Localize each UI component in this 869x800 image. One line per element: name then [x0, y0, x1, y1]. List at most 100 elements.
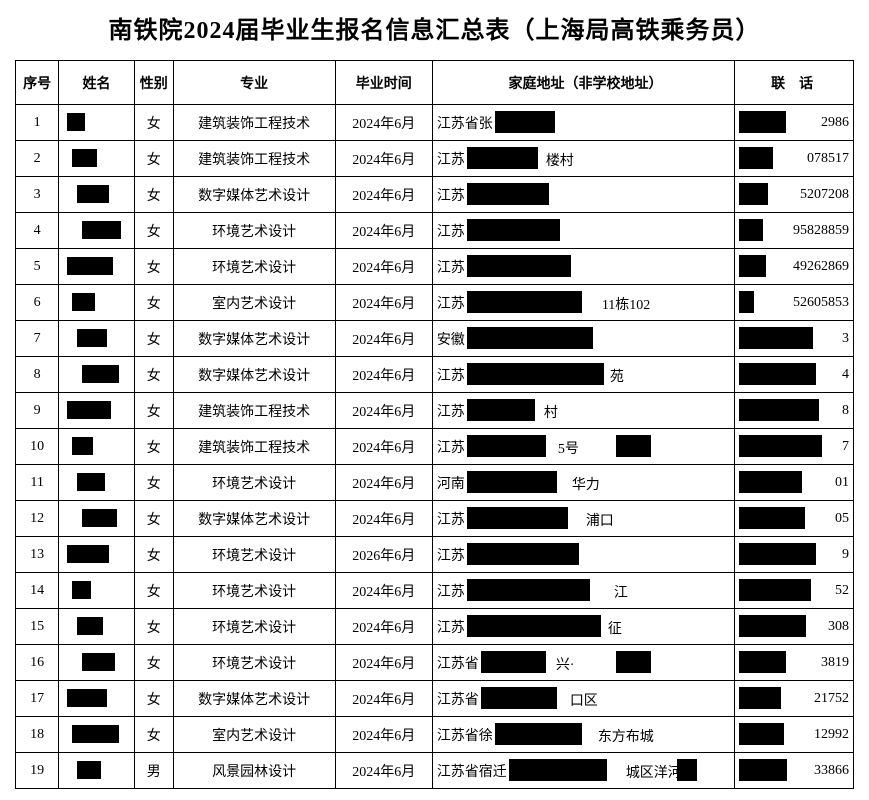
cell-phone: 21752: [735, 681, 854, 717]
cell-name: [59, 105, 135, 141]
cell-gender: 女: [134, 681, 173, 717]
phone-suffix: 05: [835, 511, 849, 526]
redaction-block: [67, 113, 85, 131]
cell-gradtime: 2024年6月: [335, 357, 432, 393]
redaction-block: [467, 579, 590, 601]
phone-suffix: 49262869: [793, 259, 849, 274]
cell-phone: 3: [735, 321, 854, 357]
cell-address: 江苏5号: [432, 429, 734, 465]
phone-suffix: 3819: [821, 655, 849, 670]
table-row: 4女环境艺术设计2024年6月江苏95828859: [16, 213, 854, 249]
redaction-block: [77, 329, 107, 347]
cell-phone: 52: [735, 573, 854, 609]
phone-suffix: 2986: [821, 115, 849, 130]
cell-gradtime: 2024年6月: [335, 465, 432, 501]
cell-seq: 14: [16, 573, 59, 609]
cell-phone: 33866: [735, 753, 854, 789]
cell-major: 环境艺术设计: [173, 249, 335, 285]
address-suffix: 11栋102: [602, 294, 650, 314]
cell-gender: 男: [134, 753, 173, 789]
address-prefix: 江苏: [437, 369, 465, 384]
address-prefix: 江苏省宿迁: [437, 765, 507, 780]
table-row: 8女数字媒体艺术设计2024年6月江苏苑4: [16, 357, 854, 393]
address-suffix: 华力: [572, 474, 600, 494]
cell-seq: 17: [16, 681, 59, 717]
cell-phone: 4: [735, 357, 854, 393]
cell-gradtime: 2024年6月: [335, 177, 432, 213]
cell-phone: 3819: [735, 645, 854, 681]
redaction-block: [77, 617, 103, 635]
cell-phone: 5207208: [735, 177, 854, 213]
address-prefix: 江苏: [437, 189, 465, 204]
cell-gradtime: 2024年6月: [335, 609, 432, 645]
cell-seq: 4: [16, 213, 59, 249]
redaction-block: [467, 507, 568, 529]
redaction-block: [739, 327, 813, 349]
cell-gender: 女: [134, 501, 173, 537]
phone-suffix: 8: [842, 403, 849, 418]
cell-gradtime: 2024年6月: [335, 753, 432, 789]
phone-suffix: 3: [842, 331, 849, 346]
address-suffix: 楼村: [546, 150, 574, 170]
cell-address: 江苏苑: [432, 357, 734, 393]
phone-suffix: 9: [842, 547, 849, 562]
cell-major: 环境艺术设计: [173, 213, 335, 249]
col-gender: 性别: [134, 61, 173, 105]
cell-name: [59, 537, 135, 573]
table-row: 7女数字媒体艺术设计2024年6月安徽3: [16, 321, 854, 357]
col-phone: 联 话: [735, 61, 854, 105]
cell-major: 室内艺术设计: [173, 717, 335, 753]
cell-address: 江苏 浦口: [432, 501, 734, 537]
col-address: 家庭地址（非学校地址）: [432, 61, 734, 105]
cell-address: 江苏 楼村: [432, 141, 734, 177]
address-prefix: 江苏省徐: [437, 729, 493, 744]
phone-suffix: 4: [842, 367, 849, 382]
cell-phone: 7: [735, 429, 854, 465]
address-suffix: 浦口: [586, 510, 614, 530]
cell-address: 江苏 11栋102: [432, 285, 734, 321]
redaction-block: [739, 183, 768, 205]
cell-major: 室内艺术设计: [173, 285, 335, 321]
cell-gradtime: 2026年6月: [335, 537, 432, 573]
address-prefix: 江苏: [437, 153, 465, 168]
cell-address: 江苏省张: [432, 105, 734, 141]
cell-gender: 女: [134, 213, 173, 249]
page-title: 南铁院2024届毕业生报名信息汇总表（上海局高铁乘务员）: [15, 10, 854, 45]
cell-name: [59, 249, 135, 285]
redaction-block: [677, 759, 697, 781]
address-prefix: 江苏省: [437, 657, 479, 672]
cell-gradtime: 2024年6月: [335, 285, 432, 321]
cell-name: [59, 501, 135, 537]
cell-major: 环境艺术设计: [173, 573, 335, 609]
phone-suffix: 33866: [814, 763, 849, 778]
phone-suffix: 12992: [814, 727, 849, 742]
redaction-block: [616, 435, 651, 457]
redaction-block: [739, 579, 811, 601]
redaction-block: [82, 221, 121, 239]
cell-phone: 49262869: [735, 249, 854, 285]
cell-phone: 8: [735, 393, 854, 429]
cell-phone: 01: [735, 465, 854, 501]
redaction-block: [481, 651, 546, 673]
cell-gradtime: 2024年6月: [335, 141, 432, 177]
table-row: 13女环境艺术设计2026年6月江苏9: [16, 537, 854, 573]
table-row: 9女建筑装饰工程技术2024年6月江苏村8: [16, 393, 854, 429]
address-suffix: 5号: [558, 438, 579, 458]
address-prefix: 江苏省: [437, 693, 479, 708]
cell-major: 环境艺术设计: [173, 537, 335, 573]
address-suffix: 东方布城: [598, 726, 654, 746]
cell-seq: 5: [16, 249, 59, 285]
cell-name: [59, 285, 135, 321]
address-prefix: 江苏: [437, 621, 465, 636]
cell-name: [59, 213, 135, 249]
table-row: 17女数字媒体艺术设计2024年6月江苏省口区21752: [16, 681, 854, 717]
cell-major: 建筑装饰工程技术: [173, 141, 335, 177]
cell-gender: 女: [134, 105, 173, 141]
address-suffix: 江: [614, 582, 628, 602]
cell-gradtime: 2024年6月: [335, 393, 432, 429]
phone-suffix: 01: [835, 475, 849, 490]
cell-gradtime: 2024年6月: [335, 645, 432, 681]
redaction-block: [739, 687, 781, 709]
address-prefix: 江苏: [437, 297, 465, 312]
address-prefix: 江苏: [437, 513, 465, 528]
